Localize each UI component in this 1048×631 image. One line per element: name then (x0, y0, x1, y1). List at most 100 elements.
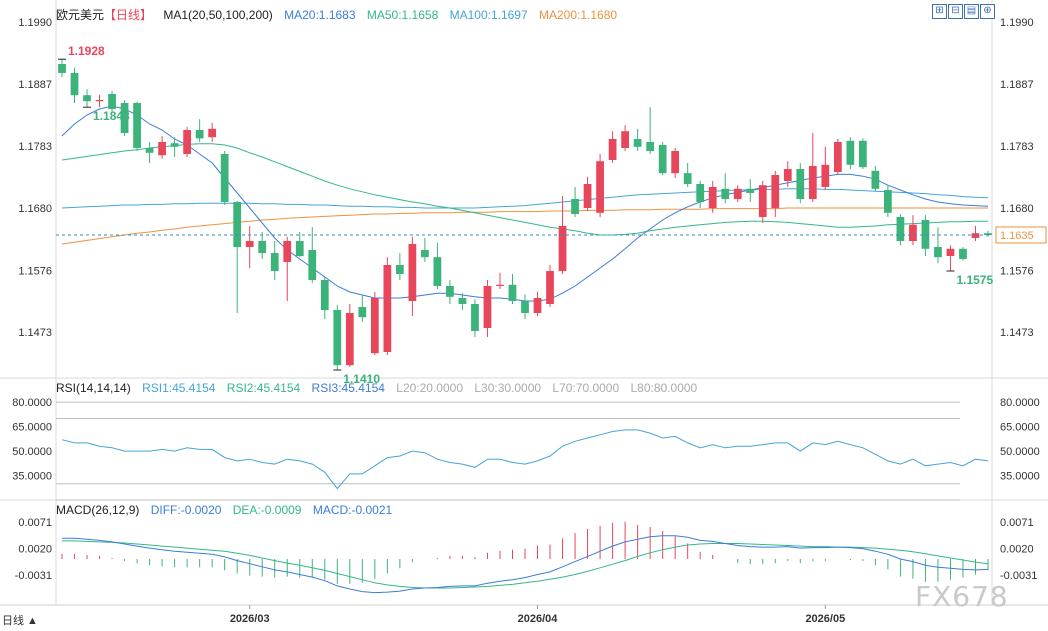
rsi-tick-label-right: 65.0000 (1000, 422, 1040, 434)
candle-down (696, 184, 705, 202)
ma50-line (61, 143, 988, 236)
candle-down (295, 241, 304, 256)
rsi3-value: RSI3:45.4154 (311, 381, 385, 395)
chart-type-icon[interactable]: ▤ (964, 4, 979, 19)
candle-down (871, 170, 880, 189)
macd-value: MACD:-0.0021 (312, 503, 393, 517)
price-tick-label-left: 1.1887 (18, 79, 52, 91)
current-price-label: 1.1635 (1000, 230, 1034, 242)
high-annotation: 1.1928 (68, 44, 105, 58)
candle-down (170, 143, 179, 147)
candle-down (921, 220, 930, 249)
candle-down (195, 130, 204, 139)
l80-value: L80:80.0000 (630, 381, 698, 395)
rsi-panel-header: RSI(14,14,14) RSI1:45.4154 RSI2:45.4154 … (56, 381, 705, 395)
candle-down (934, 247, 942, 258)
macd-settings-label[interactable]: MACD(26,12,9) (56, 503, 140, 517)
l30-value: L30:30.0000 (474, 381, 542, 395)
candle-down (458, 298, 467, 304)
candle-down (471, 304, 479, 331)
candle-up (283, 241, 292, 262)
rsi-tick-label-right: 80.0000 (1000, 397, 1040, 409)
zoom-out-icon[interactable]: ⊟ (948, 4, 963, 19)
dea-value: DEA:-0.0009 (232, 503, 302, 517)
macd-tick-label-right: 0.0071 (1000, 517, 1034, 529)
l20-value: L20:20.0000 (396, 381, 463, 395)
ma100-value: MA100:1.1697 (449, 8, 528, 22)
rsi-tick-label-left: 35.0000 (12, 471, 52, 483)
low-annotation: 1.1410 (343, 372, 380, 386)
ma20-value: MA20:1.1683 (284, 8, 356, 22)
candle-up (771, 175, 780, 208)
candle-down (446, 286, 454, 297)
candle-down (796, 169, 805, 199)
candle-down (120, 103, 129, 133)
rsi2-value: RSI2:45.4154 (226, 381, 301, 395)
candle-down (220, 154, 229, 202)
candle-down (884, 190, 892, 213)
diff-value: DIFF:-0.0020 (150, 503, 222, 517)
expand-icon[interactable]: ⊕ (980, 4, 995, 19)
candle-up (971, 233, 980, 238)
candle-up (546, 271, 554, 304)
candle-down (746, 188, 755, 193)
rsi-tick-label-left: 80.0000 (12, 397, 52, 409)
price-tick-label-right: 1.1473 (1000, 327, 1034, 339)
rsi-tick-label-left: 50.0000 (12, 446, 52, 458)
candle-down (721, 188, 730, 199)
candle-up (245, 241, 254, 247)
candle-down (846, 140, 855, 165)
price-tick-label-left: 1.1783 (18, 141, 52, 153)
candle-down (395, 265, 404, 274)
ma-settings-label[interactable]: MA1(20,50,100,200) (163, 8, 273, 22)
price-tick-label-right: 1.1990 (1000, 17, 1034, 29)
candle-up (808, 166, 817, 199)
candle-down (508, 284, 517, 301)
macd-tick-label-left: 0.0071 (18, 517, 52, 529)
candle-down (421, 250, 429, 258)
candle-down (133, 103, 141, 148)
candle-up (783, 169, 792, 181)
candle-up (909, 224, 917, 241)
macd-tick-label-left: -0.0031 (15, 570, 52, 582)
watermark: FX678 (915, 580, 1009, 613)
period-selector[interactable]: 日线 ▲ (2, 615, 38, 627)
macd-diff-line (62, 535, 989, 594)
candle-down (521, 301, 529, 313)
rsi-tick-label-right: 35.0000 (1000, 471, 1040, 483)
low-annotation: 1.1575 (956, 273, 993, 287)
macd-tick-label-left: 0.0020 (18, 544, 52, 556)
candle-down (658, 145, 667, 174)
candle-down (58, 64, 66, 73)
candle-down (270, 253, 279, 271)
price-tick-label-right: 1.1680 (1000, 203, 1034, 215)
candle-up (608, 139, 617, 160)
macd-tick-label-right: 0.0020 (1000, 544, 1034, 556)
candle-up (671, 151, 680, 174)
candle-up (208, 128, 217, 138)
candle-down (571, 199, 579, 214)
period-label[interactable]: 【日线】 (104, 8, 153, 22)
price-tick-label-right: 1.1887 (1000, 79, 1034, 91)
candle-down (358, 307, 367, 318)
rsi-settings-label[interactable]: RSI(14,14,14) (56, 381, 131, 395)
rsi-tick-label-right: 50.0000 (1000, 446, 1040, 458)
candle-up (583, 184, 592, 208)
ma200-value: MA200:1.1680 (539, 8, 618, 22)
candle-down (683, 173, 692, 184)
candle-down (233, 202, 242, 247)
candle-up (821, 164, 830, 187)
time-label: 2026/03 (230, 613, 270, 625)
candle-up (383, 265, 392, 352)
zoom-in-icon[interactable]: ⊞ (932, 4, 947, 19)
macd-panel-header: MACD(26,12,9) DIFF:-0.0020 DEA:-0.0009 M… (56, 503, 400, 517)
candle-up (596, 161, 604, 213)
candle-up (483, 286, 492, 328)
candle-up (833, 142, 842, 172)
candle-up (558, 226, 567, 271)
candle-up (183, 130, 192, 154)
candle-up (408, 244, 417, 301)
candle-up (533, 298, 542, 313)
price-panel-header: 欧元美元【日线】 MA1(20,50,100,200) MA20:1.1683 … (56, 6, 625, 23)
